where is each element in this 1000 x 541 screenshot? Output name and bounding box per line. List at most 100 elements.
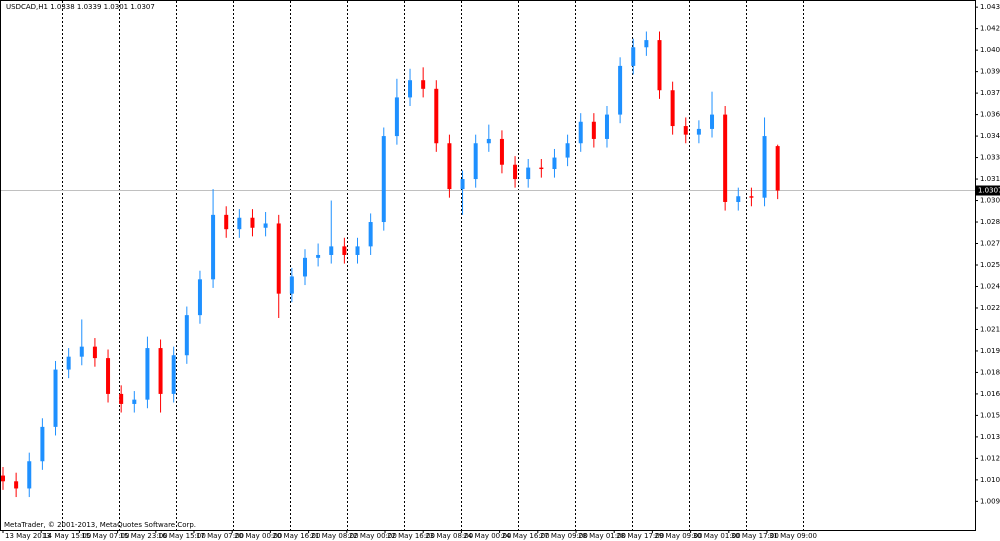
candle-body xyxy=(171,355,176,394)
x-tick-label: 15 May 07:00 xyxy=(81,532,129,540)
x-tick-label: 21 May 08:00 xyxy=(311,532,359,540)
y-tick-label: 1.0165 xyxy=(980,390,1000,398)
candle-body xyxy=(197,279,202,316)
candle-body xyxy=(539,167,544,170)
candle-body xyxy=(224,214,229,230)
candle-body xyxy=(289,276,294,294)
x-tick-label: 29 May 09:00 xyxy=(654,532,702,540)
y-tick-label: 1.0150 xyxy=(980,411,1000,419)
candle-body xyxy=(447,143,452,190)
candle-body xyxy=(211,214,216,280)
day-separators xyxy=(62,1,804,530)
candle-body xyxy=(762,136,767,198)
candle-body xyxy=(132,399,137,404)
candle-body xyxy=(775,146,780,191)
candle-body xyxy=(119,393,124,404)
candle-body xyxy=(106,358,111,394)
y-tick-label: 1.0285 xyxy=(980,218,1000,226)
candle-body xyxy=(696,128,701,135)
x-tick-label: 24 May 00:00 xyxy=(463,532,511,540)
x-tick-label: 23 May 08:00 xyxy=(425,532,473,540)
x-tick-label: 30 May 01:00 xyxy=(693,532,741,540)
candle-body xyxy=(736,196,741,202)
y-tick-label: 1.0300 xyxy=(980,197,1000,205)
candle-body xyxy=(670,90,675,127)
candle-body xyxy=(683,126,688,135)
chart-title: USDCAD,H1 1.0338 1.0339 1.0301 1.0307 xyxy=(6,3,155,11)
y-tick-label: 1.0255 xyxy=(980,261,1000,269)
candle-body xyxy=(237,217,242,230)
x-tick-label: 28 May 01:00 xyxy=(578,532,626,540)
y-tick-label: 1.0195 xyxy=(980,347,1000,355)
y-tick-label: 1.0105 xyxy=(980,476,1000,484)
candle-body xyxy=(513,164,518,180)
candle-body xyxy=(342,246,347,255)
y-tick-label: 1.0390 xyxy=(980,68,1000,76)
candle-body xyxy=(316,254,321,258)
candle-body xyxy=(92,346,97,359)
candle-body xyxy=(14,481,19,489)
candle-body xyxy=(27,461,32,489)
candle-body xyxy=(618,65,623,115)
candle-body xyxy=(355,246,360,255)
candle-body xyxy=(302,257,307,277)
candle-body xyxy=(644,40,649,48)
x-tick-label: 17 May 07:00 xyxy=(196,532,244,540)
last-price-label: 1.0307 xyxy=(978,187,1000,195)
y-tick-label: 1.0360 xyxy=(980,111,1000,119)
candle-body xyxy=(368,222,373,247)
candle-body xyxy=(145,348,150,400)
candle-body xyxy=(329,246,334,255)
x-tick-label: 16 May 15:00 xyxy=(158,532,206,540)
y-tick-label: 1.0420 xyxy=(980,25,1000,33)
candle-body xyxy=(434,88,439,144)
candle-body xyxy=(40,426,45,462)
candle-body xyxy=(184,315,189,356)
x-tick-label: 20 May 00:00 xyxy=(234,532,282,540)
y-tick-label: 1.0270 xyxy=(980,240,1000,248)
candle-body xyxy=(421,80,426,89)
x-tick-label: 15 May 23:00 xyxy=(120,532,168,540)
x-tick-label: 20 May 16:00 xyxy=(272,532,320,540)
x-tick-label: 28 May 17:00 xyxy=(616,532,664,540)
copyright: MetaTrader, © 2001-2013, MetaQuotes Soft… xyxy=(4,521,196,529)
y-tick-label: 1.0405 xyxy=(980,46,1000,54)
candle-body xyxy=(499,138,504,165)
candle-body xyxy=(657,40,662,91)
x-tick-label: 13 May 2013 xyxy=(5,532,51,540)
candle-body xyxy=(578,121,583,144)
candle-body xyxy=(526,167,531,180)
y-tick-label: 1.0345 xyxy=(980,132,1000,140)
candle-body xyxy=(53,369,58,427)
y-tick-label: 1.0435 xyxy=(980,3,1000,11)
x-tick-label: 22 May 00:00 xyxy=(349,532,397,540)
candle-body xyxy=(604,114,609,139)
x-tick-label: 24 May 16:00 xyxy=(502,532,550,540)
candle-body xyxy=(250,217,255,228)
candle-body xyxy=(276,223,281,294)
y-tick-label: 1.0330 xyxy=(980,154,1000,162)
x-tick-label: 30 May 17:00 xyxy=(731,532,779,540)
candle-body xyxy=(631,47,636,66)
plot-frame xyxy=(0,0,976,531)
candle-body xyxy=(486,138,491,144)
x-tick-label: 27 May 09:00 xyxy=(540,532,588,540)
x-tick-label: 31 May 09:00 xyxy=(769,532,817,540)
x-tick-label: 22 May 16:00 xyxy=(387,532,435,540)
candle-body xyxy=(591,121,596,139)
y-tick-label: 1.0210 xyxy=(980,325,1000,333)
candle-body xyxy=(473,143,478,180)
candle-body xyxy=(66,356,71,370)
candle-body xyxy=(408,80,413,98)
y-tick-label: 1.0180 xyxy=(980,368,1000,376)
candle-body xyxy=(79,346,84,357)
candle-body xyxy=(552,157,557,170)
candle-body xyxy=(460,179,465,190)
y-tick-label: 1.0315 xyxy=(980,175,1000,183)
y-tick-label: 1.0375 xyxy=(980,89,1000,97)
y-tick-label: 1.0135 xyxy=(980,433,1000,441)
y-tick-label: 1.0090 xyxy=(980,497,1000,505)
candle-body xyxy=(394,97,399,137)
y-tick-label: 1.0240 xyxy=(980,282,1000,290)
